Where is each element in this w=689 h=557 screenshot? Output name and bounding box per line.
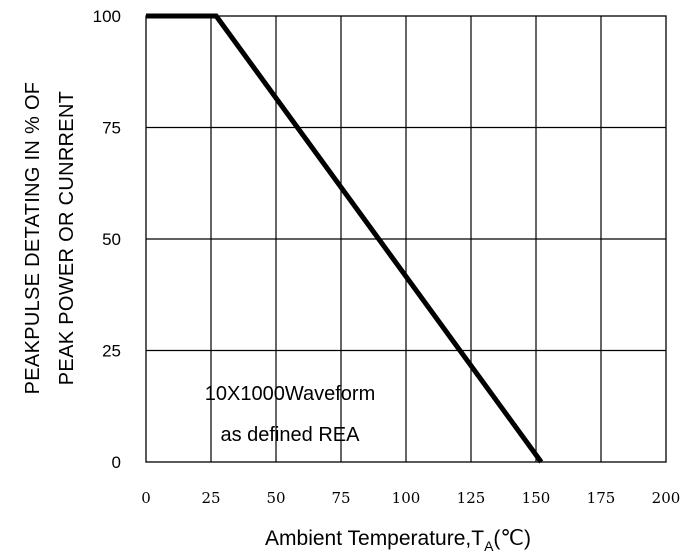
- grid-lines: [146, 16, 666, 462]
- y-tick-label: 50: [102, 230, 121, 249]
- y-tick-label: 100: [93, 7, 121, 26]
- x-axis-label-prefix: Ambient Temperature,T: [265, 527, 484, 550]
- x-axis-label-suffix: (℃): [493, 527, 531, 550]
- x-tick-label: 175: [587, 489, 616, 507]
- x-tick-label: 150: [522, 489, 551, 507]
- annotation-line-2: as defined REA: [221, 424, 361, 446]
- x-tick-label: 125: [457, 489, 486, 507]
- series-line: [146, 13, 544, 464]
- x-tick-label: 25: [201, 489, 220, 507]
- y-tick-label: 25: [102, 342, 121, 361]
- x-axis-ticks: 0 25 50 75 100 125 150 175 200: [141, 489, 680, 507]
- y-axis-label-line-1: PEAKPULSE DETATING IN % OF: [22, 82, 44, 395]
- y-axis-label-line-2: PEAK POWER OR CUNRRENT: [56, 91, 78, 385]
- y-tick-label: 75: [102, 119, 121, 138]
- annotation-line-1: 10X1000Waveform: [205, 383, 375, 405]
- y-axis-ticks: 0 25 50 75 100: [93, 7, 121, 472]
- x-tick-label: 200: [652, 489, 681, 507]
- y-tick-label: 0: [112, 453, 121, 472]
- plot-area-border: [145, 15, 667, 463]
- x-axis-label: Ambient Temperature,TA(℃): [265, 527, 531, 554]
- x-tick-label: 100: [392, 489, 421, 507]
- x-tick-label: 0: [141, 489, 151, 507]
- x-tick-label: 75: [331, 489, 350, 507]
- x-tick-label: 50: [266, 489, 285, 507]
- x-axis-label-subscript: A: [484, 538, 494, 554]
- series-group: [146, 13, 544, 464]
